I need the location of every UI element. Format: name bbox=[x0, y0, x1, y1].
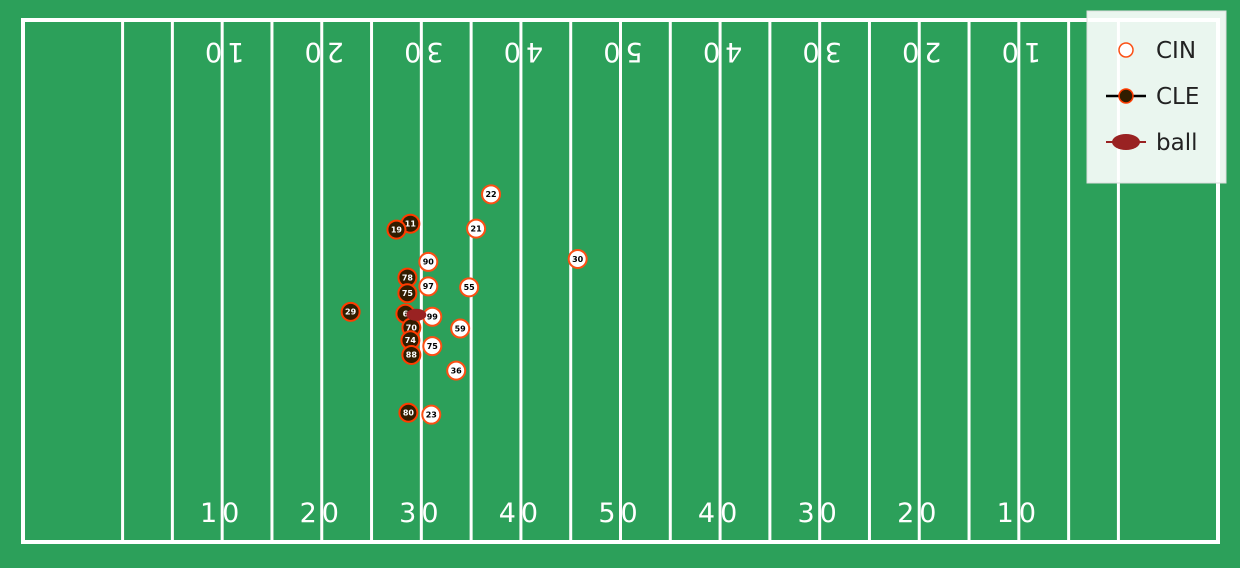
cin-player-90: 90 bbox=[418, 251, 439, 272]
player-circle bbox=[398, 402, 419, 423]
yard-number-bottom: 40 bbox=[698, 498, 742, 529]
jersey-label: 55 bbox=[464, 283, 476, 292]
player-circle bbox=[422, 336, 443, 357]
legend-label-CLE: CLE bbox=[1156, 84, 1199, 110]
legend-cle-marker bbox=[1118, 88, 1134, 104]
jersey-label: 22 bbox=[485, 190, 496, 199]
cin-player-23: 23 bbox=[421, 404, 442, 425]
jersey-label: 29 bbox=[345, 308, 357, 317]
jersey-label: 70 bbox=[406, 323, 418, 332]
yard-number-top: 30 bbox=[399, 36, 443, 67]
yard-number-bottom: 10 bbox=[200, 498, 244, 529]
jersey-label: 23 bbox=[426, 410, 437, 419]
player-circle bbox=[401, 344, 422, 365]
player-circle bbox=[397, 283, 418, 304]
jersey-label: 80 bbox=[403, 409, 415, 418]
player-circle bbox=[418, 251, 439, 272]
yard-number-top: 40 bbox=[499, 36, 543, 67]
player-circle bbox=[418, 276, 439, 297]
yard-number-top: 20 bbox=[300, 36, 344, 67]
jersey-label: 88 bbox=[406, 351, 418, 360]
cin-player-36: 36 bbox=[446, 360, 467, 381]
player-circle bbox=[459, 277, 480, 298]
jersey-label: 11 bbox=[405, 220, 417, 229]
yard-number-bottom: 50 bbox=[598, 498, 642, 529]
cle-player-75: 75 bbox=[397, 283, 418, 304]
yard-number-top: 50 bbox=[598, 36, 642, 67]
legend: CIN CLE ball bbox=[1086, 10, 1227, 184]
player-circle bbox=[466, 218, 487, 239]
cin-player-30: 30 bbox=[567, 248, 588, 269]
yard-number-top: 10 bbox=[200, 36, 244, 67]
yard-number-bottom: 20 bbox=[300, 498, 344, 529]
player-circle bbox=[340, 301, 361, 322]
yard-number-bottom: 40 bbox=[499, 498, 543, 529]
player-circle bbox=[421, 404, 442, 425]
cin-player-55: 55 bbox=[459, 277, 480, 298]
jersey-label: 78 bbox=[402, 273, 414, 282]
cle-player-29: 29 bbox=[340, 301, 361, 322]
player-circle bbox=[567, 248, 588, 269]
cin-player-22: 22 bbox=[481, 184, 502, 205]
yard-number-top: 20 bbox=[897, 36, 941, 67]
cin-player-59: 59 bbox=[450, 318, 471, 339]
jersey-label: 36 bbox=[451, 366, 463, 375]
jersey-label: 75 bbox=[402, 289, 414, 298]
cin-player-99: 99 bbox=[422, 306, 443, 327]
legend-label-CIN: CIN bbox=[1156, 38, 1196, 64]
yard-number-bottom: 30 bbox=[399, 498, 443, 529]
jersey-label: 97 bbox=[423, 282, 434, 291]
player-circle bbox=[386, 219, 407, 240]
jersey-label: 21 bbox=[471, 224, 483, 233]
yard-number-top: 40 bbox=[698, 36, 742, 67]
yard-numbers: 10 20 30 40 50 40 30 20 10 10 20 30 40 50 40 30 20 10 bbox=[200, 36, 1041, 529]
player-circle bbox=[450, 318, 471, 339]
yard-number-bottom: 30 bbox=[797, 498, 841, 529]
yard-number-bottom: 10 bbox=[997, 498, 1041, 529]
cin-player-21: 21 bbox=[466, 218, 487, 239]
cin-player-97: 97 bbox=[418, 276, 439, 297]
cle-player-88: 88 bbox=[401, 344, 422, 365]
cle-player-19: 19 bbox=[386, 219, 407, 240]
ball-marker bbox=[406, 308, 427, 321]
yard-number-top: 10 bbox=[997, 36, 1041, 67]
jersey-label: 74 bbox=[405, 336, 417, 345]
jersey-label: 75 bbox=[427, 342, 439, 351]
jersey-label: 30 bbox=[572, 255, 584, 264]
player-circle bbox=[481, 184, 502, 205]
player-circle bbox=[446, 360, 467, 381]
jersey-label: 90 bbox=[423, 258, 435, 267]
yard-number-bottom: 20 bbox=[897, 498, 941, 529]
jersey-label: 59 bbox=[455, 324, 467, 333]
jersey-label: 6 bbox=[403, 310, 409, 319]
legend-cin-marker bbox=[1118, 42, 1134, 58]
legend-label-ball: ball bbox=[1156, 130, 1197, 156]
cle-player-80: 80 bbox=[398, 402, 419, 423]
yard-number-top: 30 bbox=[797, 36, 841, 67]
jersey-label: 19 bbox=[391, 225, 403, 234]
jersey-label: 99 bbox=[427, 313, 439, 322]
legend-ball-marker bbox=[1112, 134, 1140, 150]
cin-player-75: 75 bbox=[422, 336, 443, 357]
